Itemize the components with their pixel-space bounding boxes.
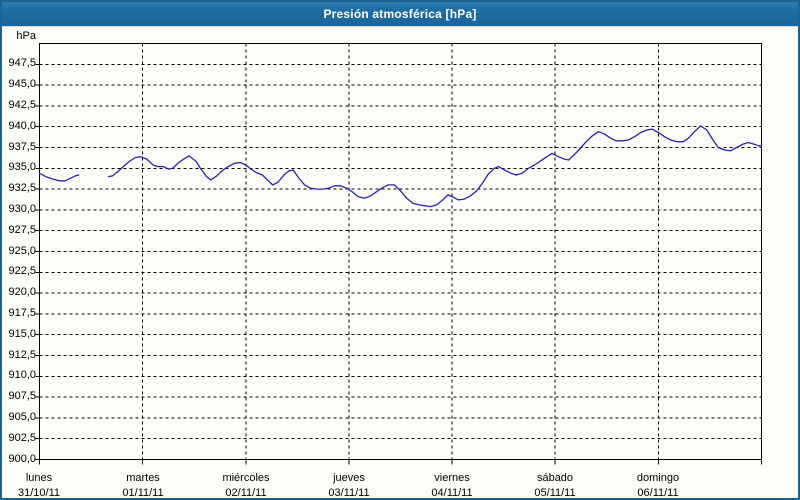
plot-frame xyxy=(39,43,762,460)
y-tick-label: 945,0 xyxy=(8,78,36,90)
y-tick-label: 910,0 xyxy=(8,369,36,381)
pressure-line-chart xyxy=(35,43,763,465)
y-tick-label: 917,5 xyxy=(8,307,36,319)
x-tick-date-label: 05/11/11 xyxy=(534,487,576,499)
y-tick-label: 947,5 xyxy=(8,57,36,69)
chart-area: hPa 947,5 945,0 942,5 940,0 937,5 935,0 932,5 93… xyxy=(2,27,798,498)
x-tick-day-label: miércoles xyxy=(222,472,270,484)
y-tick-label: 900,0 xyxy=(8,453,36,465)
x-tick-date-label: 02/11/11 xyxy=(225,487,267,499)
pressure-series-line xyxy=(38,172,80,182)
y-tick-label: 915,0 xyxy=(8,328,36,340)
y-tick-label: 935,0 xyxy=(8,161,36,173)
y-tick-label: 930,0 xyxy=(8,203,36,215)
x-tick-date-label: 01/11/11 xyxy=(122,487,164,499)
y-tick-label: 940,0 xyxy=(8,120,36,132)
x-tick-day-label: viernes xyxy=(434,472,470,484)
y-tick-label: 905,0 xyxy=(8,411,36,423)
title-bar: Presión atmosférica [hPa] xyxy=(2,2,798,27)
x-tick-day-label: jueves xyxy=(333,472,365,484)
y-tick-label: 942,5 xyxy=(8,99,36,111)
x-tick-day-label: martes xyxy=(126,472,160,484)
x-tick-day-label: lunes xyxy=(25,472,53,484)
x-tick-date-label: 03/11/11 xyxy=(328,487,370,499)
y-tick-label: 927,5 xyxy=(8,224,36,236)
y-tick-label: 912,5 xyxy=(8,349,36,361)
y-tick-label: 902,5 xyxy=(8,432,36,444)
y-tick-label: 925,0 xyxy=(8,245,36,257)
pressure-series-line xyxy=(107,125,763,208)
x-tick-date-label: 06/11/11 xyxy=(637,487,679,499)
y-tick-label: 907,5 xyxy=(8,390,36,402)
y-tick-label: 922,5 xyxy=(8,265,36,277)
y-axis-unit-label: hPa xyxy=(16,30,36,42)
window-title: Presión atmosférica [hPa] xyxy=(323,7,477,21)
x-tick-date-label: 04/11/11 xyxy=(431,487,473,499)
y-tick-label: 920,0 xyxy=(8,286,36,298)
x-tick-date-label: 31/10/11 xyxy=(17,487,60,499)
y-tick-label: 932,5 xyxy=(8,182,36,194)
x-tick-day-label: sábado xyxy=(536,472,574,484)
y-tick-label: 937,5 xyxy=(8,141,36,153)
x-tick-day-label: domingo xyxy=(636,472,680,484)
